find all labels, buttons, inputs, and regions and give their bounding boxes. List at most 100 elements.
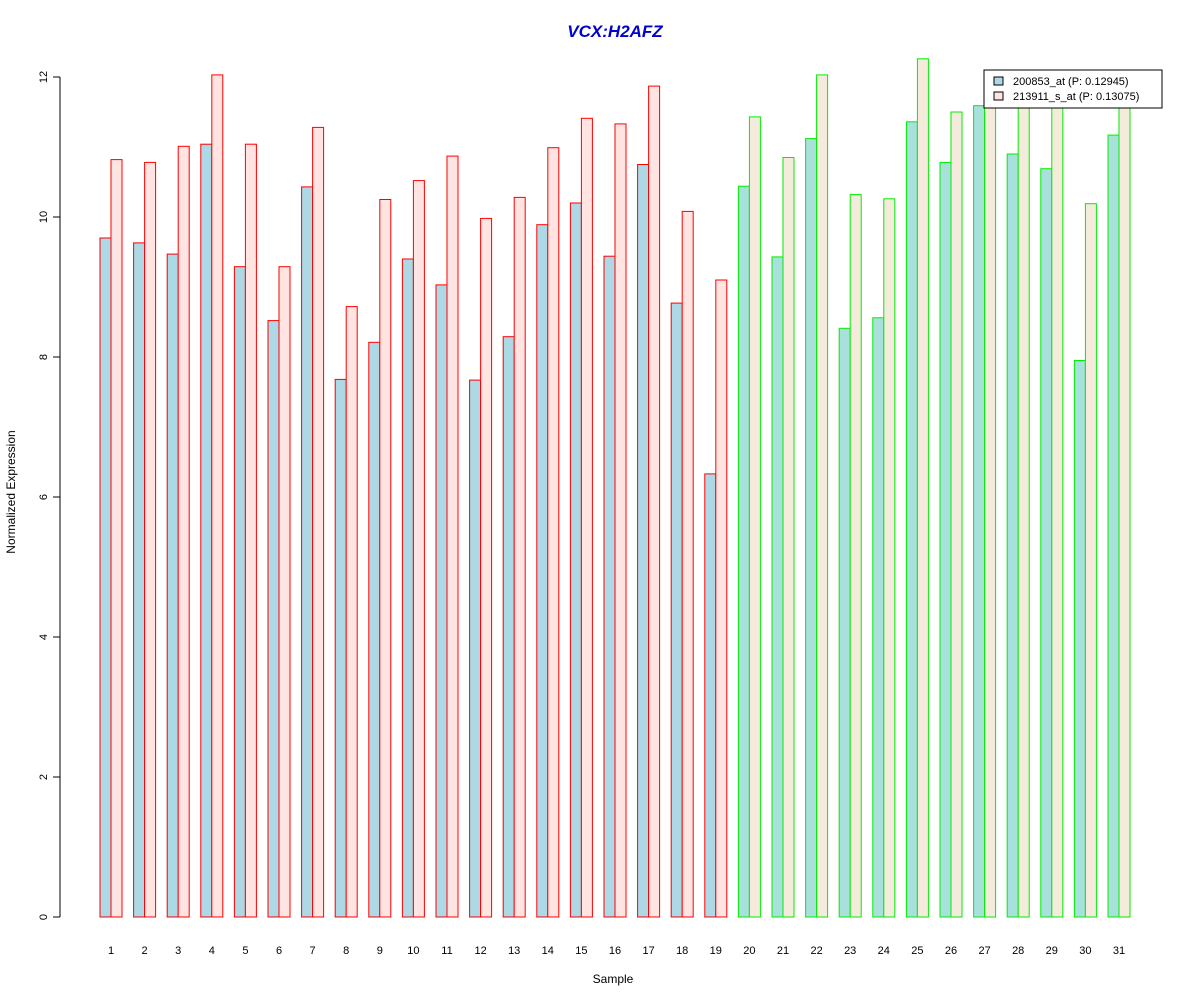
y-tick-label: 10 — [38, 211, 50, 223]
x-tick-label: 21 — [777, 945, 789, 957]
legend-swatch — [993, 91, 1004, 101]
bar-series1 — [1006, 153, 1019, 918]
x-tick-label: 30 — [1079, 945, 1091, 957]
bar-series2 — [950, 111, 963, 918]
bar-series1 — [301, 186, 314, 918]
bar-series2 — [849, 194, 862, 918]
bar-series2 — [614, 123, 627, 918]
x-tick-label: 25 — [911, 945, 923, 957]
bar-series1 — [401, 258, 414, 918]
bar-series1 — [1040, 168, 1053, 918]
bar-series2 — [412, 180, 425, 918]
y-tick-label: 4 — [38, 634, 50, 640]
bar-series2 — [681, 210, 694, 918]
bar-series2 — [916, 58, 929, 918]
bar-series1 — [502, 336, 515, 918]
bar-series2 — [816, 74, 829, 918]
x-tick-label: 19 — [710, 945, 722, 957]
y-tick-label: 2 — [38, 774, 50, 780]
bar-series2 — [278, 266, 291, 918]
x-tick-label: 1 — [108, 945, 114, 957]
bar-series1 — [872, 317, 885, 918]
bar-series2 — [244, 143, 257, 918]
legend-swatch — [993, 76, 1004, 86]
bar-series1 — [267, 320, 280, 918]
x-tick-label: 4 — [209, 945, 215, 957]
x-tick-label: 5 — [242, 945, 248, 957]
x-tick-label: 17 — [642, 945, 654, 957]
bar-series2 — [312, 126, 325, 918]
legend-entry: 200853_at (P: 0.12945) — [1013, 76, 1129, 88]
x-tick-label: 20 — [743, 945, 755, 957]
bar-series2 — [345, 306, 358, 918]
x-tick-label: 23 — [844, 945, 856, 957]
bar-series2 — [211, 74, 224, 918]
bar-series1 — [469, 379, 482, 918]
x-tick-label: 31 — [1113, 945, 1125, 957]
x-tick-label: 2 — [142, 945, 148, 957]
x-tick-label: 3 — [175, 945, 181, 957]
x-tick-label: 13 — [508, 945, 520, 957]
bar-series1 — [200, 143, 213, 918]
x-tick-label: 7 — [310, 945, 316, 957]
y-tick-label: 8 — [38, 354, 50, 360]
bar-series2 — [446, 155, 459, 918]
y-axis: 0 2 4 6 8 10 12 — [38, 71, 61, 920]
legend-entry: 213911_s_at (P: 0.13075) — [1013, 91, 1139, 103]
x-tick-label: 16 — [609, 945, 621, 957]
bar-series2 — [1118, 105, 1131, 918]
bar-series1 — [805, 138, 818, 918]
bar-series2 — [547, 147, 560, 918]
x-tick-label: 26 — [945, 945, 957, 957]
bar-series1 — [905, 121, 918, 918]
x-tick-label: 28 — [1012, 945, 1024, 957]
bar-series1 — [670, 302, 683, 918]
bar-series1 — [133, 242, 146, 918]
x-tick-label: 6 — [276, 945, 282, 957]
x-tick-label: 9 — [377, 945, 383, 957]
y-tick-label: 12 — [38, 71, 50, 83]
x-tick-label: 14 — [542, 945, 554, 957]
x-tick-label: 27 — [978, 945, 990, 957]
x-tick-label: 11 — [441, 945, 452, 957]
bar-series1 — [536, 224, 549, 918]
bar-series2 — [144, 161, 157, 918]
x-tick-label: 12 — [474, 945, 486, 957]
bar-series2 — [480, 217, 493, 918]
x-tick-label: 18 — [676, 945, 688, 957]
bar-series1 — [603, 255, 616, 918]
bar-series2 — [883, 198, 896, 918]
bar-series2 — [1084, 203, 1097, 918]
bar-series1 — [233, 266, 246, 918]
bar-series2 — [648, 85, 661, 918]
bar-series2 — [1017, 105, 1030, 918]
bar-series2 — [715, 279, 728, 918]
bar-series2 — [177, 145, 190, 918]
x-tick-label: 29 — [1046, 945, 1058, 957]
bar-series1 — [1073, 360, 1086, 918]
x-tick-label: 8 — [343, 945, 349, 957]
bar-series1 — [368, 341, 381, 918]
y-tick-label: 6 — [38, 494, 50, 500]
bar-series1 — [704, 473, 717, 918]
x-axis-title: Sample — [593, 972, 634, 986]
y-tick-label: 0 — [38, 914, 50, 920]
bar-series1 — [569, 202, 582, 918]
bar-series1 — [334, 378, 347, 918]
x-tick-label: 10 — [407, 945, 419, 957]
bar-series1 — [1107, 134, 1120, 918]
x-tick-label: 24 — [878, 945, 890, 957]
bar-series2 — [580, 117, 593, 918]
bar-series2 — [1051, 105, 1064, 918]
y-axis-title: Normalized Expression — [4, 430, 18, 553]
bar-series1 — [737, 185, 750, 918]
bar-series1 — [166, 253, 179, 918]
bar-series1 — [99, 237, 112, 918]
bar-series1 — [435, 284, 448, 918]
legend-box — [983, 69, 1163, 109]
bars — [99, 58, 1131, 918]
bar-series1 — [838, 327, 851, 918]
bar-series1 — [637, 164, 650, 918]
x-tick-label: 15 — [575, 945, 587, 957]
